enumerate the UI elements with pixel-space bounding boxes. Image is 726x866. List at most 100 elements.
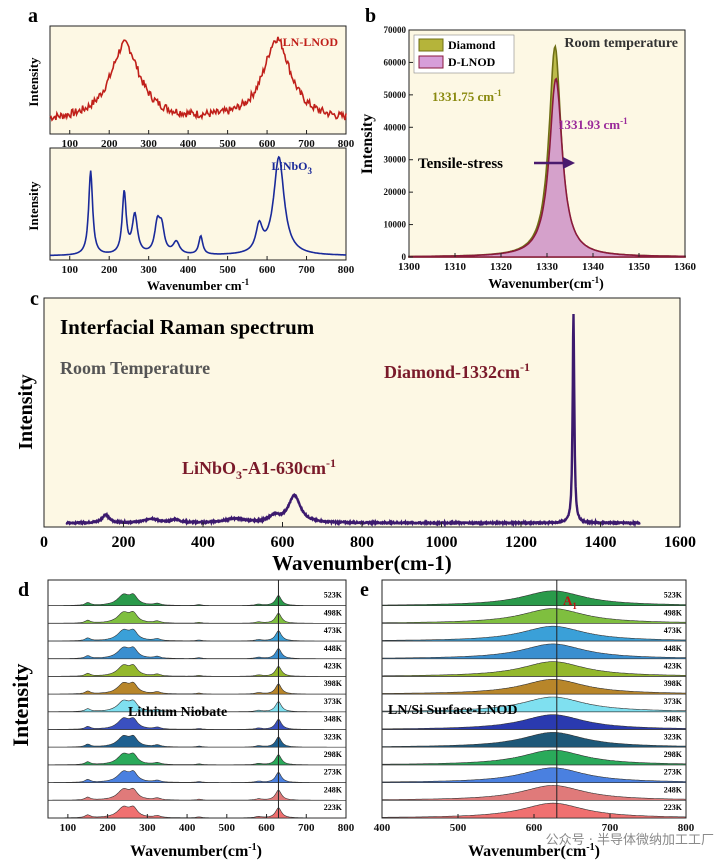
panel-a-bottom: LiNbO3 Intensity 100 200 300 400 500 600 700 80… (26, 147, 355, 293)
d-series-223K (47, 805, 346, 819)
c-xtick-label: 1400 (585, 534, 617, 551)
d-series-473K (47, 628, 347, 642)
tensile-arrow-head (563, 157, 575, 169)
d-series-248K (47, 787, 347, 801)
a-bottom-xtick-label: 300 (140, 264, 157, 276)
d-temp-label: 448K (324, 644, 343, 653)
a-bottom-xtick-label: 500 (219, 264, 236, 276)
e-temp-label: 423K (664, 662, 683, 671)
a-xlabel: Wavenumber cm-1 (147, 277, 250, 293)
b-title: Room temperature (564, 36, 678, 51)
e-temp-label: 498K (664, 608, 683, 617)
e-temp-label: 348K (664, 715, 683, 724)
a-bottom-xtick-label: 100 (61, 264, 78, 276)
d-temp-label: 298K (324, 750, 343, 759)
c-xtick-label: 400 (191, 534, 215, 551)
b-ytick-label: 40000 (384, 122, 407, 132)
d-label: Lithium Niobate (128, 705, 227, 720)
a-bottom-ylabel: Intensity (26, 181, 41, 231)
a-bottom-xtick-label: 200 (101, 264, 118, 276)
linbo3-series-line (50, 155, 346, 257)
d-xtick-label: 300 (139, 822, 156, 834)
d-temp-label: 323K (324, 732, 343, 741)
b-xtick-label: 1340 (582, 261, 605, 273)
a-top-ylabel: Intensity (26, 57, 41, 107)
a-top-xtick-label: 400 (180, 138, 197, 150)
e-temp-label: 273K (664, 768, 683, 777)
d-ylabel: Intensity (8, 663, 33, 746)
a-top-xtick-label: 600 (259, 138, 276, 150)
d-xtick-label: 600 (258, 822, 275, 834)
e-series-298K (381, 749, 687, 766)
b-xtick-label: 1310 (444, 261, 467, 273)
d-temp-label: 473K (324, 626, 343, 635)
b-xtick-label: 1320 (490, 261, 513, 273)
legend-linbo3: LiNbO3 (271, 159, 312, 176)
legend-dlnod: D-LNOD (448, 55, 496, 69)
a-top-xtick-label: 800 (338, 138, 355, 150)
panel-label-b: b (365, 5, 376, 27)
annotation-linbo3-a1: LiNbO3-A1-630cm-1 (182, 456, 336, 482)
ln-lnod-series-line (49, 36, 347, 122)
e-temp-label: 323K (664, 732, 683, 741)
b-xlabel: Wavenumber(cm-1) (488, 275, 604, 292)
d-temp-label: 273K (324, 768, 343, 777)
d-xtick-label: 200 (99, 822, 116, 834)
panel-label-d: d (18, 579, 29, 601)
panel-label-c: c (30, 288, 39, 310)
b-ytick-label: 60000 (384, 57, 407, 67)
e-temp-label: 223K (664, 803, 683, 812)
e-series-248K (381, 785, 687, 801)
d-xtick-label: 700 (298, 822, 315, 834)
e-label: LN/Si Surface-LNOD (388, 703, 518, 718)
interfacial-series-line (65, 313, 641, 528)
b-ytick-label: 10000 (384, 220, 407, 230)
a-bottom-xtick-label: 800 (338, 264, 355, 276)
d-series-298K (47, 752, 347, 766)
b-ytick-label: 50000 (384, 90, 407, 100)
c-xlabel: Wavenumber(cm-1) (272, 551, 452, 575)
c-xtick-label: 200 (112, 534, 136, 551)
a-top-xtick-label: 200 (101, 138, 118, 150)
panel-c: 0 200 400 600 800 1000 1200 1400 1600 Interfacia… (15, 297, 696, 575)
d-temp-label: 398K (324, 679, 343, 688)
e-series-273K (381, 767, 687, 783)
annotation-dlnod-peak: 1331.93 cm-1 (558, 116, 628, 132)
panel-b: 1300 1310 1320 1330 1340 1350 1360 0 10000 20000 3… (359, 25, 697, 292)
e-xtick-label: 600 (526, 822, 543, 834)
c-xtick-label: 1000 (426, 534, 458, 551)
b-ytick-label: 30000 (384, 155, 407, 165)
a-top-xtick-label: 300 (140, 138, 157, 150)
b-ytick-label: 20000 (384, 187, 407, 197)
e-temp-label: 448K (664, 644, 683, 653)
c-xtick-label: 600 (271, 534, 295, 551)
e-series-498K (381, 608, 687, 624)
d-xtick-label: 400 (179, 822, 196, 834)
d-xtick-label: 500 (219, 822, 236, 834)
d-temp-label: 523K (324, 591, 343, 600)
annotation-diamond-1332: Diamond-1332cm-1 (384, 360, 530, 382)
d-series-398K (47, 681, 347, 695)
legend-diamond: Diamond (448, 38, 496, 52)
d-temp-label: 423K (324, 662, 343, 671)
b-ytick-label: 70000 (384, 25, 407, 35)
e-series-523K (381, 590, 687, 606)
d-xtick-label: 100 (60, 822, 77, 834)
e-series-448K (381, 643, 687, 660)
panel-label-e: e (360, 579, 369, 601)
e-temp-label: 523K (664, 591, 683, 600)
c-xtick-label: 0 (40, 534, 48, 551)
c-xtick-label: 800 (350, 534, 374, 551)
b-xtick-label: 1300 (398, 261, 421, 273)
d-xtick-label: 800 (338, 822, 355, 834)
c-xtick-label: 1600 (664, 534, 696, 551)
a-top-xtick-label: 700 (298, 138, 315, 150)
panel-a-top: LN-LNOD Intensity 100 200 300 400 500 600 700 8… (26, 25, 355, 150)
d-series-448K (47, 646, 347, 660)
d-series-373K (47, 699, 347, 713)
e-series-473K (381, 625, 687, 642)
d-series-348K (47, 717, 347, 730)
panel-e: 523K 498K 473K 448K 423K 398K 373K 348K 323K 298K… (374, 579, 695, 860)
annotation-tensile-stress: Tensile-stress (418, 156, 503, 172)
